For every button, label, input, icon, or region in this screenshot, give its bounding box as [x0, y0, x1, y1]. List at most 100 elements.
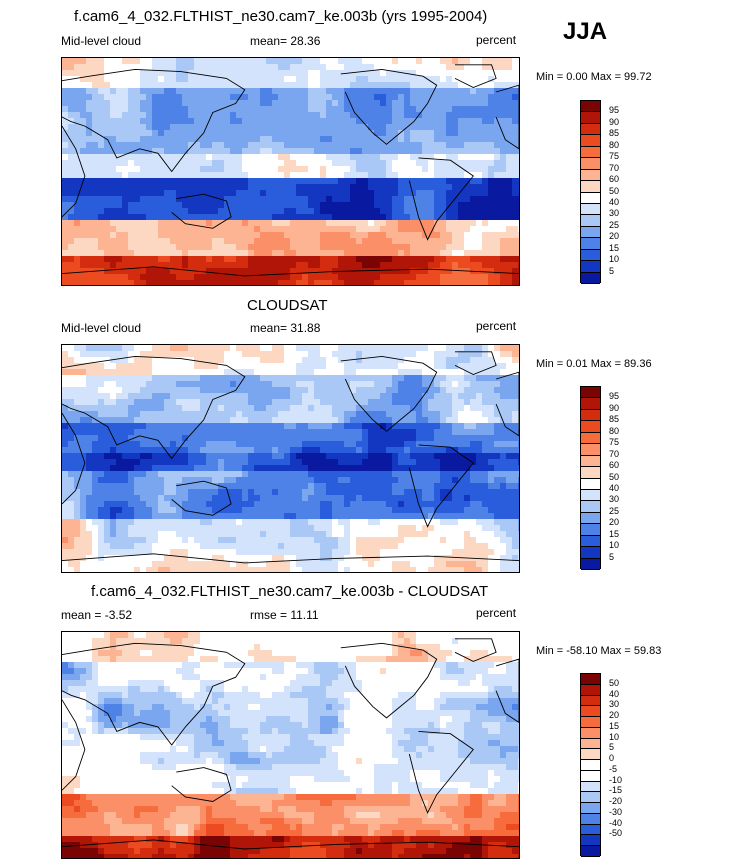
colorbar-tick-label: -10 — [609, 774, 623, 785]
colorbar-tick-label: -15 — [609, 785, 623, 796]
colorbar-tick-label: 30 — [609, 699, 620, 710]
colorbar-box — [581, 716, 600, 727]
colorbar-box — [581, 260, 600, 272]
coastline — [340, 68, 438, 145]
colorbar-tick-label: -30 — [609, 806, 623, 817]
colorbar-box — [581, 845, 600, 856]
colorbar-tick-label: 70 — [609, 448, 620, 459]
colorbar-box — [581, 477, 600, 489]
coastline — [340, 642, 438, 719]
colorbar-boxes — [580, 673, 601, 857]
colorbar-box — [581, 202, 600, 215]
coastline — [408, 730, 474, 814]
colorbar-tick-label: 15 — [609, 528, 620, 539]
colorbar-tick-label: 5 — [609, 742, 615, 753]
colorbar-tick-label: 75 — [609, 437, 620, 448]
colorbar-box — [581, 100, 600, 112]
map-field — [62, 632, 519, 858]
panel1-map — [61, 57, 520, 286]
panel3-unit: percent — [476, 606, 517, 620]
colorbar-box — [581, 454, 600, 467]
coastline — [171, 193, 232, 229]
colorbar-tick-label: 85 — [609, 128, 620, 139]
panel2-minmax: Min = 0.01 Max = 89.36 — [536, 358, 652, 370]
colorbar-tick-label: 30 — [609, 494, 620, 505]
colorbar-tick-label: 20 — [609, 517, 620, 528]
coastline — [495, 371, 519, 437]
coastline — [495, 84, 519, 150]
panel2-colorbar: 95 90 85 80 75 70 60 50 40 30 25 20 15 10 5 — [580, 386, 619, 570]
colorbar-tick-label: -50 — [609, 828, 623, 839]
coastline — [62, 68, 246, 173]
colorbar-box — [581, 812, 600, 824]
coastline — [62, 839, 519, 850]
colorbar-tick-label: 75 — [609, 151, 620, 162]
colorbar-tick-label: 5 — [609, 265, 615, 276]
colorbar-tick-label: 50 — [609, 185, 620, 196]
colorbar-tick-label: 50 — [609, 677, 620, 688]
coastline — [62, 699, 86, 791]
colorbar-box — [581, 466, 600, 478]
colorbar-tick-label: 90 — [609, 116, 620, 127]
colorbar-tick-label: 5 — [609, 551, 615, 562]
colorbar-tick-label: 95 — [609, 391, 620, 402]
colorbar-box — [581, 191, 600, 203]
colorbar-tick-label: -40 — [609, 817, 623, 828]
map-field — [62, 345, 519, 572]
coastline — [62, 355, 246, 460]
colorbar-box — [581, 145, 600, 158]
colorbar-box — [581, 557, 600, 569]
colorbar-tick-label: 40 — [609, 196, 620, 207]
panel1-unit: percent — [476, 33, 517, 47]
panel1-colorbar: 95 90 85 80 75 70 60 50 40 30 25 20 15 10 5 — [580, 100, 619, 284]
colorbar-box — [581, 791, 600, 803]
colorbar-box — [581, 523, 600, 535]
coastline — [62, 553, 519, 564]
coastline — [62, 125, 86, 218]
colorbar-box — [581, 420, 600, 432]
coastline — [454, 638, 497, 662]
colorbar-box — [581, 431, 600, 444]
coastline — [454, 351, 497, 375]
panel1-title: f.cam6_4_032.FLTHIST_ne30.cam7_ke.003b (… — [74, 8, 488, 25]
colorbar-box — [581, 122, 600, 135]
colorbar-box — [581, 271, 600, 283]
colorbar-box — [581, 443, 600, 455]
coastline — [171, 767, 232, 802]
panel3-rmse: rmse = 11.11 — [250, 608, 319, 622]
colorbar-box — [581, 673, 600, 684]
coastline — [454, 64, 497, 88]
colorbar-box — [581, 397, 600, 409]
colorbar-tick-label: 50 — [609, 471, 620, 482]
colorbar-box — [581, 488, 600, 501]
panel2-unit: percent — [476, 319, 517, 333]
colorbar-box — [581, 386, 600, 398]
colorbar-box — [581, 168, 600, 181]
colorbar-tick-label: 60 — [609, 460, 620, 471]
colorbar-tick-label: 15 — [609, 242, 620, 253]
panel2-variable: Mid-level cloud — [61, 321, 142, 335]
season-label: JJA — [563, 18, 608, 45]
colorbar-tick-label: 20 — [609, 231, 620, 242]
panel3-minmax: Min = -58.10 Max = 59.83 — [536, 645, 662, 657]
colorbar-tick-label: 10 — [609, 254, 620, 265]
panel2-map — [61, 344, 520, 573]
colorbar-box — [581, 511, 600, 524]
coastline — [495, 658, 519, 723]
colorbar-boxes — [580, 386, 601, 570]
colorbar-box — [581, 683, 600, 695]
colorbar-box — [581, 769, 600, 781]
colorbar-box — [581, 780, 600, 792]
colorbar-box — [581, 237, 600, 249]
colorbar-tick-label: 80 — [609, 139, 620, 150]
panel1-variable: Mid-level cloud — [61, 34, 142, 48]
colorbar-tick-label: 25 — [609, 219, 620, 230]
colorbar-box — [581, 802, 600, 813]
panel1-mean: mean= 28.36 — [250, 34, 321, 48]
colorbar-tick-label: 15 — [609, 720, 620, 731]
colorbar-tick-label: 20 — [609, 710, 620, 721]
panel3-colorbar: 50 40 30 20 15 10 5 0 -5 -10 -15 -20 -30 -40 -50 — [580, 673, 622, 857]
colorbar-box — [581, 759, 600, 770]
coastline — [62, 642, 246, 746]
colorbar-tick-label: 10 — [609, 540, 620, 551]
